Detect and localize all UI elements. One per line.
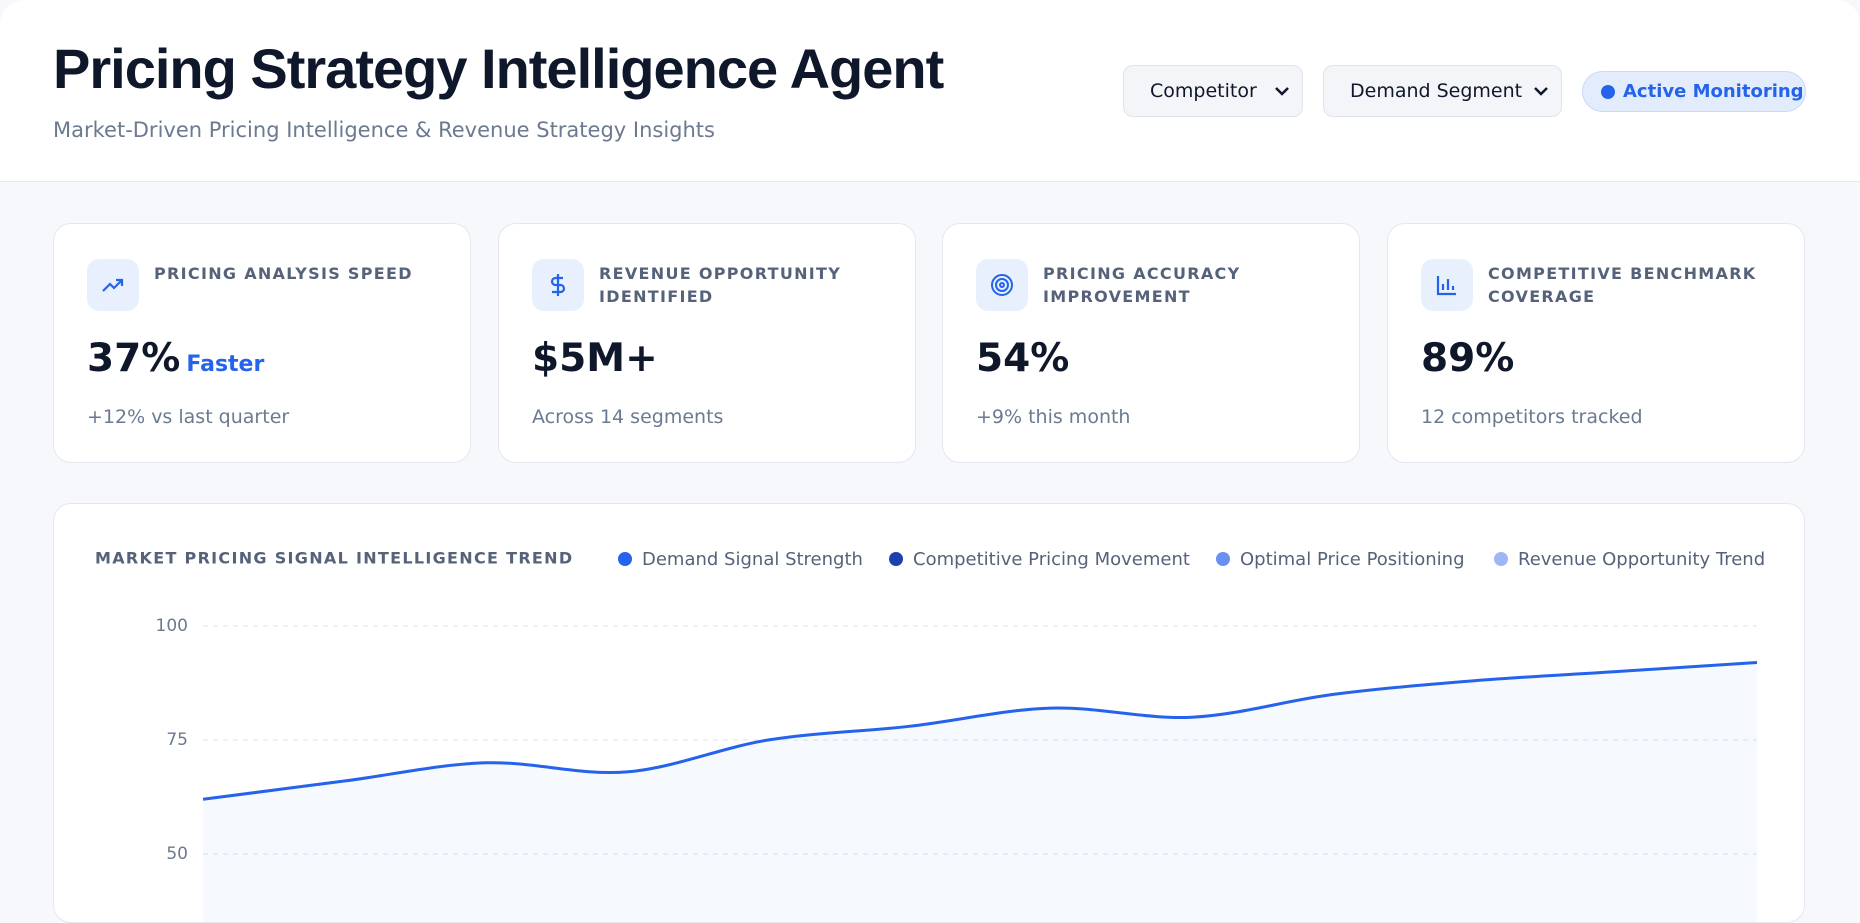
metric-note: +9% this month — [976, 406, 1131, 428]
area — [203, 662, 1757, 922]
y-tick-label: 75 — [166, 730, 188, 750]
legend-dot — [889, 552, 903, 566]
metric-label: REVENUE OPPORTUNITY IDENTIFIED — [599, 264, 842, 306]
status-pill: Active Monitoring — [1582, 71, 1806, 112]
value: 37% — [87, 336, 181, 381]
y-tick-label: 50 — [166, 844, 188, 864]
competitor-select[interactable]: Competitor — [1123, 65, 1303, 117]
page-subtitle: Market-Driven Pricing Intelligence & Rev… — [53, 118, 715, 142]
value-suffix: Faster — [186, 352, 265, 377]
metric-note: 12 competitors tracked — [1421, 406, 1643, 428]
legend-label: Competitive Pricing Movement — [913, 549, 1190, 570]
chart: MARKET PRICING SIGNAL INTELLIGENCE TREND… — [95, 549, 1765, 922]
metric-card: PRICING ANALYSIS SPEED 37% Faster +12% vs… — [53, 223, 471, 463]
legend-label: Optimal Price Positioning — [1240, 549, 1465, 570]
chart-card: MARKET PRICING SIGNAL INTELLIGENCE TREND… — [53, 503, 1805, 923]
chart-title: MARKET PRICING SIGNAL INTELLIGENCE TREND — [95, 549, 573, 568]
legend-dot — [1216, 552, 1230, 566]
icon — [87, 259, 139, 311]
metric-note: +12% vs last quarter — [87, 406, 290, 428]
metric-value: 89% — [1421, 336, 1515, 381]
metric-card: COMPETITIVE BENCHMARK COVERAGE 89% 12 co… — [1387, 223, 1805, 463]
legend-dot — [1494, 552, 1508, 566]
metric-card: PRICING ACCURACY IMPROVEMENT 54% +9% thi… — [942, 223, 1360, 463]
select-label: Demand Segment — [1350, 80, 1523, 102]
select-label: Competitor — [1150, 80, 1257, 102]
metric-label: COMPETITIVE BENCHMARK COVERAGE — [1488, 264, 1757, 306]
metric-note: Across 14 segments — [532, 406, 724, 428]
chevron — [1275, 87, 1289, 96]
segment-select[interactable]: Demand Segment — [1323, 65, 1562, 117]
page-title: Pricing Strategy Intelligence Agent — [53, 37, 944, 100]
line — [202, 660, 1758, 801]
icon — [976, 259, 1028, 311]
metric-card: REVENUE OPPORTUNITY IDENTIFIED $5M+ Acro… — [498, 223, 916, 463]
icon — [532, 259, 584, 311]
chevron — [1534, 87, 1548, 96]
metric-value: $5M+ — [532, 336, 658, 381]
metric-label: PRICING ACCURACY IMPROVEMENT — [1043, 264, 1241, 306]
header: Pricing Strategy Intelligence Agent Mark… — [0, 0, 1860, 182]
metric-label: PRICING ANALYSIS SPEED — [154, 264, 413, 283]
metric-value: 37% Faster — [87, 336, 264, 381]
legend-dot — [618, 552, 632, 566]
metric-value: 54% — [976, 336, 1070, 381]
legend-label: Demand Signal Strength — [642, 549, 863, 570]
legend-label: Revenue Opportunity Trend — [1518, 549, 1765, 570]
icon — [1421, 259, 1473, 311]
y-tick-label: 100 — [156, 616, 188, 636]
